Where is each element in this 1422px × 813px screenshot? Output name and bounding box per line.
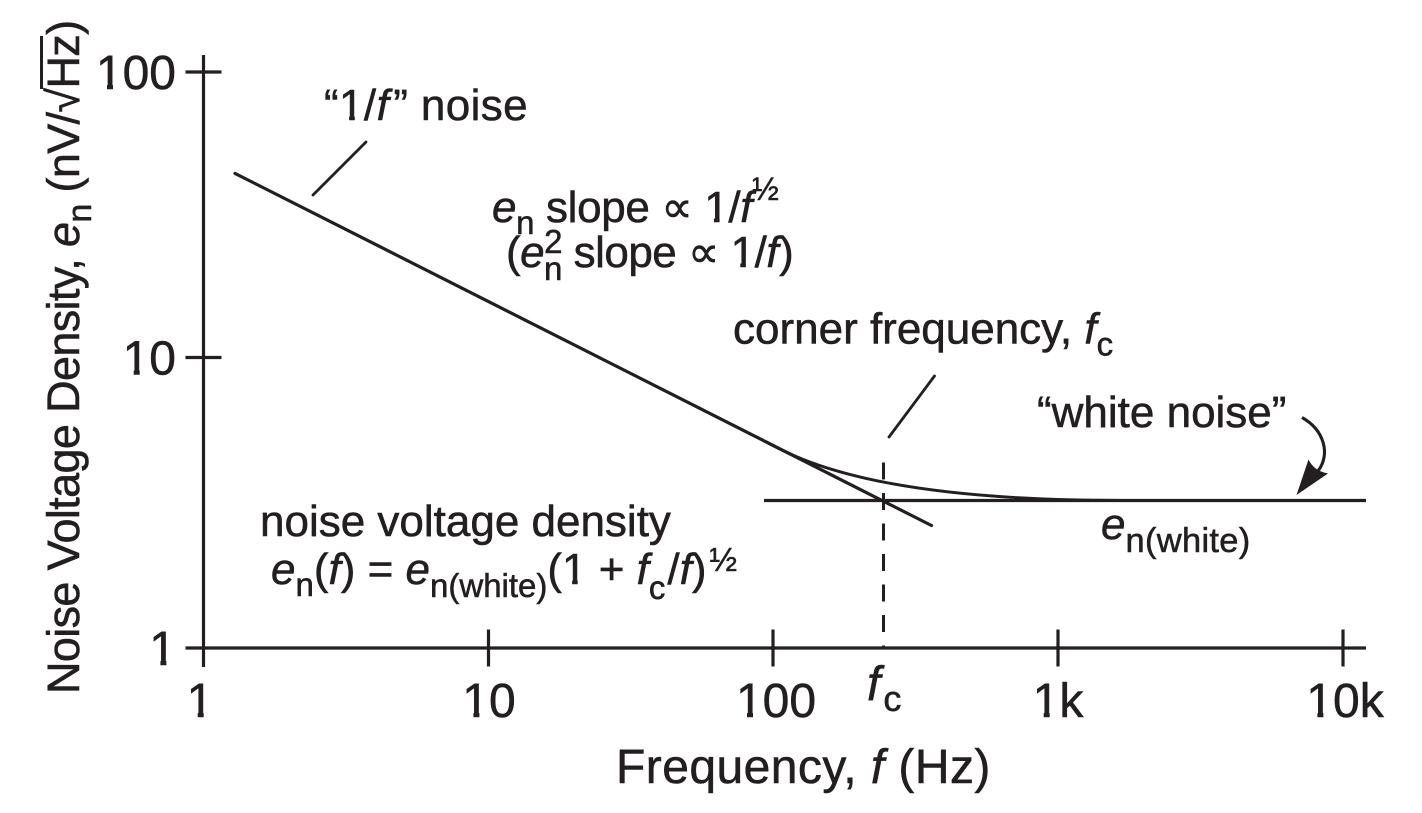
svg-text:noise voltage density: noise voltage density (260, 497, 671, 546)
svg-text:1k: 1k (1033, 675, 1085, 728)
svg-text:(e2n slope ∝ 1/f): (e2 n slope ∝ 1/f) (506, 223, 793, 287)
svg-text:“white noise”: “white noise” (1037, 388, 1286, 437)
svg-text:Noise Voltage Density, en (nV/: Noise Voltage Density, en (nV/√Hz) (38, 21, 99, 695)
svg-text:10k: 10k (1306, 675, 1384, 728)
svg-text:en(white): en(white) (1101, 500, 1251, 560)
svg-text:en slope ∝ 1/f½: en slope ∝ 1/f½ (492, 171, 779, 241)
svg-text:en(f) = en(white)(1 + fc/f)½: en(f) = en(white)(1 + fc/f)½ (271, 541, 737, 606)
svg-text:fc: fc (867, 658, 901, 719)
svg-text:Frequency, f (Hz): Frequency, f (Hz) (616, 741, 991, 794)
svg-text:“1/f” noise: “1/f” noise (324, 81, 528, 130)
svg-text:10: 10 (462, 675, 515, 728)
svg-text:100: 100 (96, 47, 176, 100)
svg-text:1: 1 (187, 675, 214, 728)
svg-text:1: 1 (149, 623, 176, 676)
svg-text:10: 10 (123, 333, 176, 386)
svg-text:100: 100 (736, 675, 816, 728)
svg-text:corner frequency, fc: corner frequency, fc (733, 305, 1113, 363)
